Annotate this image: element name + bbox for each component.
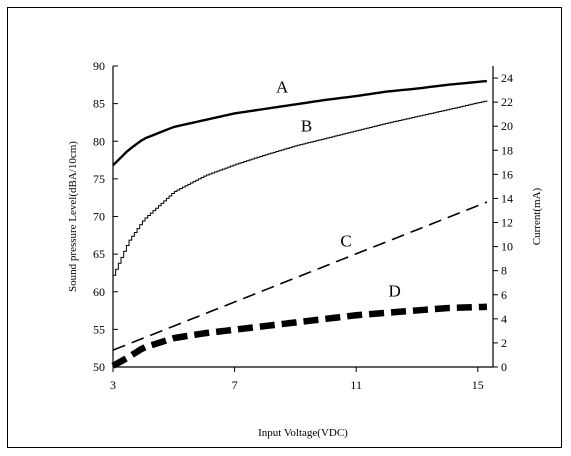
series-label-d: D: [389, 281, 401, 300]
series-label-a: A: [276, 78, 289, 97]
y-right-tick-label: 24: [501, 71, 513, 85]
series-label-c: C: [340, 232, 351, 251]
x-axis-title: Input Voltage(VDC): [258, 427, 348, 439]
chart-labels: Input Voltage(VDC) Sound pressure Level(d…: [67, 78, 543, 439]
x-tick-label: 3: [110, 378, 116, 392]
y-right-tick-label: 20: [501, 119, 513, 133]
y-right-tick-label: 10: [501, 240, 513, 254]
y-right-tick-label: 8: [501, 264, 507, 278]
y-right-tick-label: 4: [501, 312, 507, 326]
y-right-tick-label: 2: [501, 336, 507, 350]
y-right-tick-label: 22: [501, 95, 513, 109]
y-left-tick-label: 90: [93, 59, 105, 73]
y-right-tick-label: 12: [501, 216, 513, 230]
y-right-tick-label: 0: [501, 360, 507, 374]
x-tick-label: 15: [472, 378, 484, 392]
series-line-a: [112, 79, 488, 167]
y-right-tick-label: 6: [501, 288, 507, 302]
y-left-tick-label: 60: [93, 285, 105, 299]
series-label-b: B: [301, 117, 312, 136]
y-left-tick-label: 55: [93, 322, 105, 336]
y-right-tick-label: 14: [501, 191, 513, 205]
y-left-tick-label: 65: [93, 247, 105, 261]
y-left-tick-label: 75: [93, 172, 105, 186]
y-left-tick-label: 80: [93, 134, 105, 148]
y-left-tick-label: 85: [93, 97, 105, 111]
chart-series: [111, 79, 488, 369]
y-right-tick-label: 16: [501, 167, 513, 181]
x-tick-label: 7: [232, 378, 238, 392]
series-line-d: [111, 303, 488, 369]
y-left-tick-label: 50: [93, 360, 105, 374]
y-axis-left-title: Sound pressure Level(dBA/10cm): [67, 141, 79, 292]
chart-frame: [7, 7, 562, 448]
series-line-c: [112, 201, 488, 351]
y-left-tick-label: 70: [93, 210, 105, 224]
x-tick-label: 11: [350, 378, 362, 392]
y-axis-right-title: Current(mA): [531, 187, 543, 245]
chart-axes: 5055606570758085900246810121416182022243…: [93, 59, 513, 392]
y-right-tick-label: 18: [501, 143, 513, 157]
series-line-b: [113, 100, 488, 276]
